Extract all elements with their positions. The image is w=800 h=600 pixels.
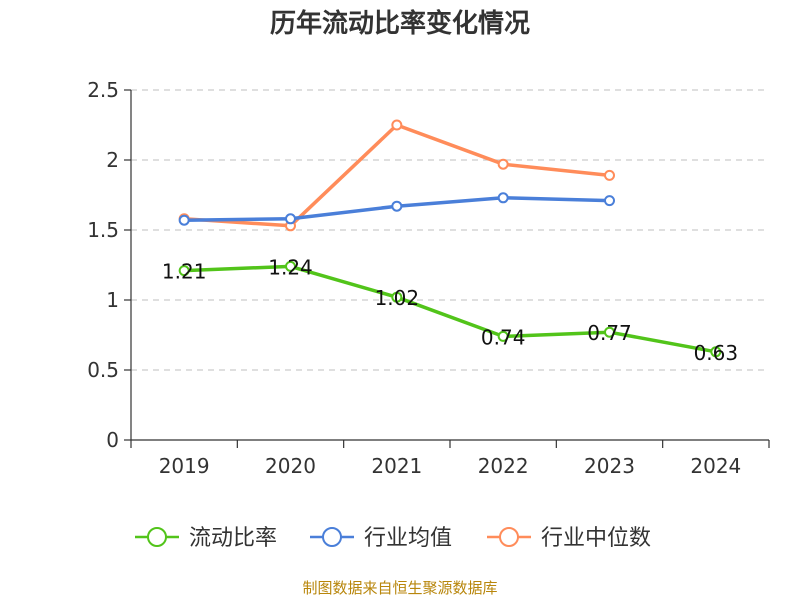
legend-swatch-marker bbox=[499, 527, 519, 547]
point-流动比率-2024 bbox=[710, 346, 722, 358]
point-行业均值-2020 bbox=[285, 213, 296, 225]
legend-item-流动比率: 流动比率 bbox=[135, 526, 277, 551]
x-tick-label-2024: 2024 bbox=[690, 454, 741, 478]
data-label-2020: 1.24 bbox=[268, 255, 313, 279]
y-tick-label-5: 2.5 bbox=[87, 78, 119, 102]
data-label-2019: 1.21 bbox=[162, 260, 207, 284]
point-流动比率-2019 bbox=[178, 265, 190, 277]
point-行业均值-2019 bbox=[178, 214, 190, 226]
y-tick-label-0: 0 bbox=[106, 428, 119, 452]
x-tick-label-2020: 2020 bbox=[265, 454, 316, 478]
data-label-2024: 0.63 bbox=[694, 341, 739, 365]
point-行业中位数-2023 bbox=[604, 169, 615, 181]
x-tick-label-2019: 2019 bbox=[159, 454, 210, 478]
y-tick-label-1: 0.5 bbox=[87, 358, 119, 382]
legend-label: 行业均值 bbox=[364, 526, 452, 551]
legend-label: 流动比率 bbox=[189, 526, 277, 551]
legend-label: 行业中位数 bbox=[541, 526, 651, 551]
legend-swatch-marker bbox=[322, 527, 342, 547]
point-行业中位数-2022 bbox=[497, 158, 509, 170]
x-tick-label-2023: 2023 bbox=[584, 454, 635, 478]
legend-item-行业均值: 行业均值 bbox=[310, 526, 452, 551]
data-labels: 1.21 1.24 1.02 0.74 0.77 0.63 bbox=[162, 255, 738, 364]
legend-swatch-marker bbox=[147, 527, 167, 547]
legend-item-行业中位数: 行业中位数 bbox=[487, 526, 651, 551]
series-line-流动比率 bbox=[182, 264, 718, 354]
data-label-2022: 0.74 bbox=[481, 325, 526, 349]
point-流动比率-2022 bbox=[497, 330, 509, 342]
point-流动比率-2021 bbox=[391, 291, 403, 303]
series-lines bbox=[178, 119, 722, 358]
point-行业均值-2021 bbox=[391, 200, 403, 212]
point-行业均值-2022 bbox=[497, 192, 509, 204]
y-tick-label-3: 1.5 bbox=[87, 218, 119, 242]
x-tick-label-2021: 2021 bbox=[371, 454, 422, 478]
data-label-2023: 0.77 bbox=[587, 321, 632, 345]
chart-title: 历年流动比率变化情况 bbox=[269, 9, 530, 39]
source-note: 制图数据来自恒生聚源数据库 bbox=[302, 579, 498, 597]
legend: 流动比率 行业均值 行业中位数 bbox=[135, 526, 651, 551]
point-流动比率-2020 bbox=[285, 260, 296, 272]
point-流动比率-2023 bbox=[604, 326, 615, 338]
axes: 0 0.5 1 1.5 2 2.5 2019 2020 2021 2022 2023 2024 bbox=[87, 78, 770, 478]
point-行业均值-2023 bbox=[604, 195, 615, 207]
data-label-2021: 1.02 bbox=[375, 286, 420, 310]
point-行业中位数-2021 bbox=[391, 119, 403, 131]
x-tick-label-2022: 2022 bbox=[478, 454, 529, 478]
y-tick-label-4: 2 bbox=[106, 148, 119, 172]
y-tick-label-2: 1 bbox=[106, 288, 119, 312]
grid-lines bbox=[131, 89, 769, 371]
